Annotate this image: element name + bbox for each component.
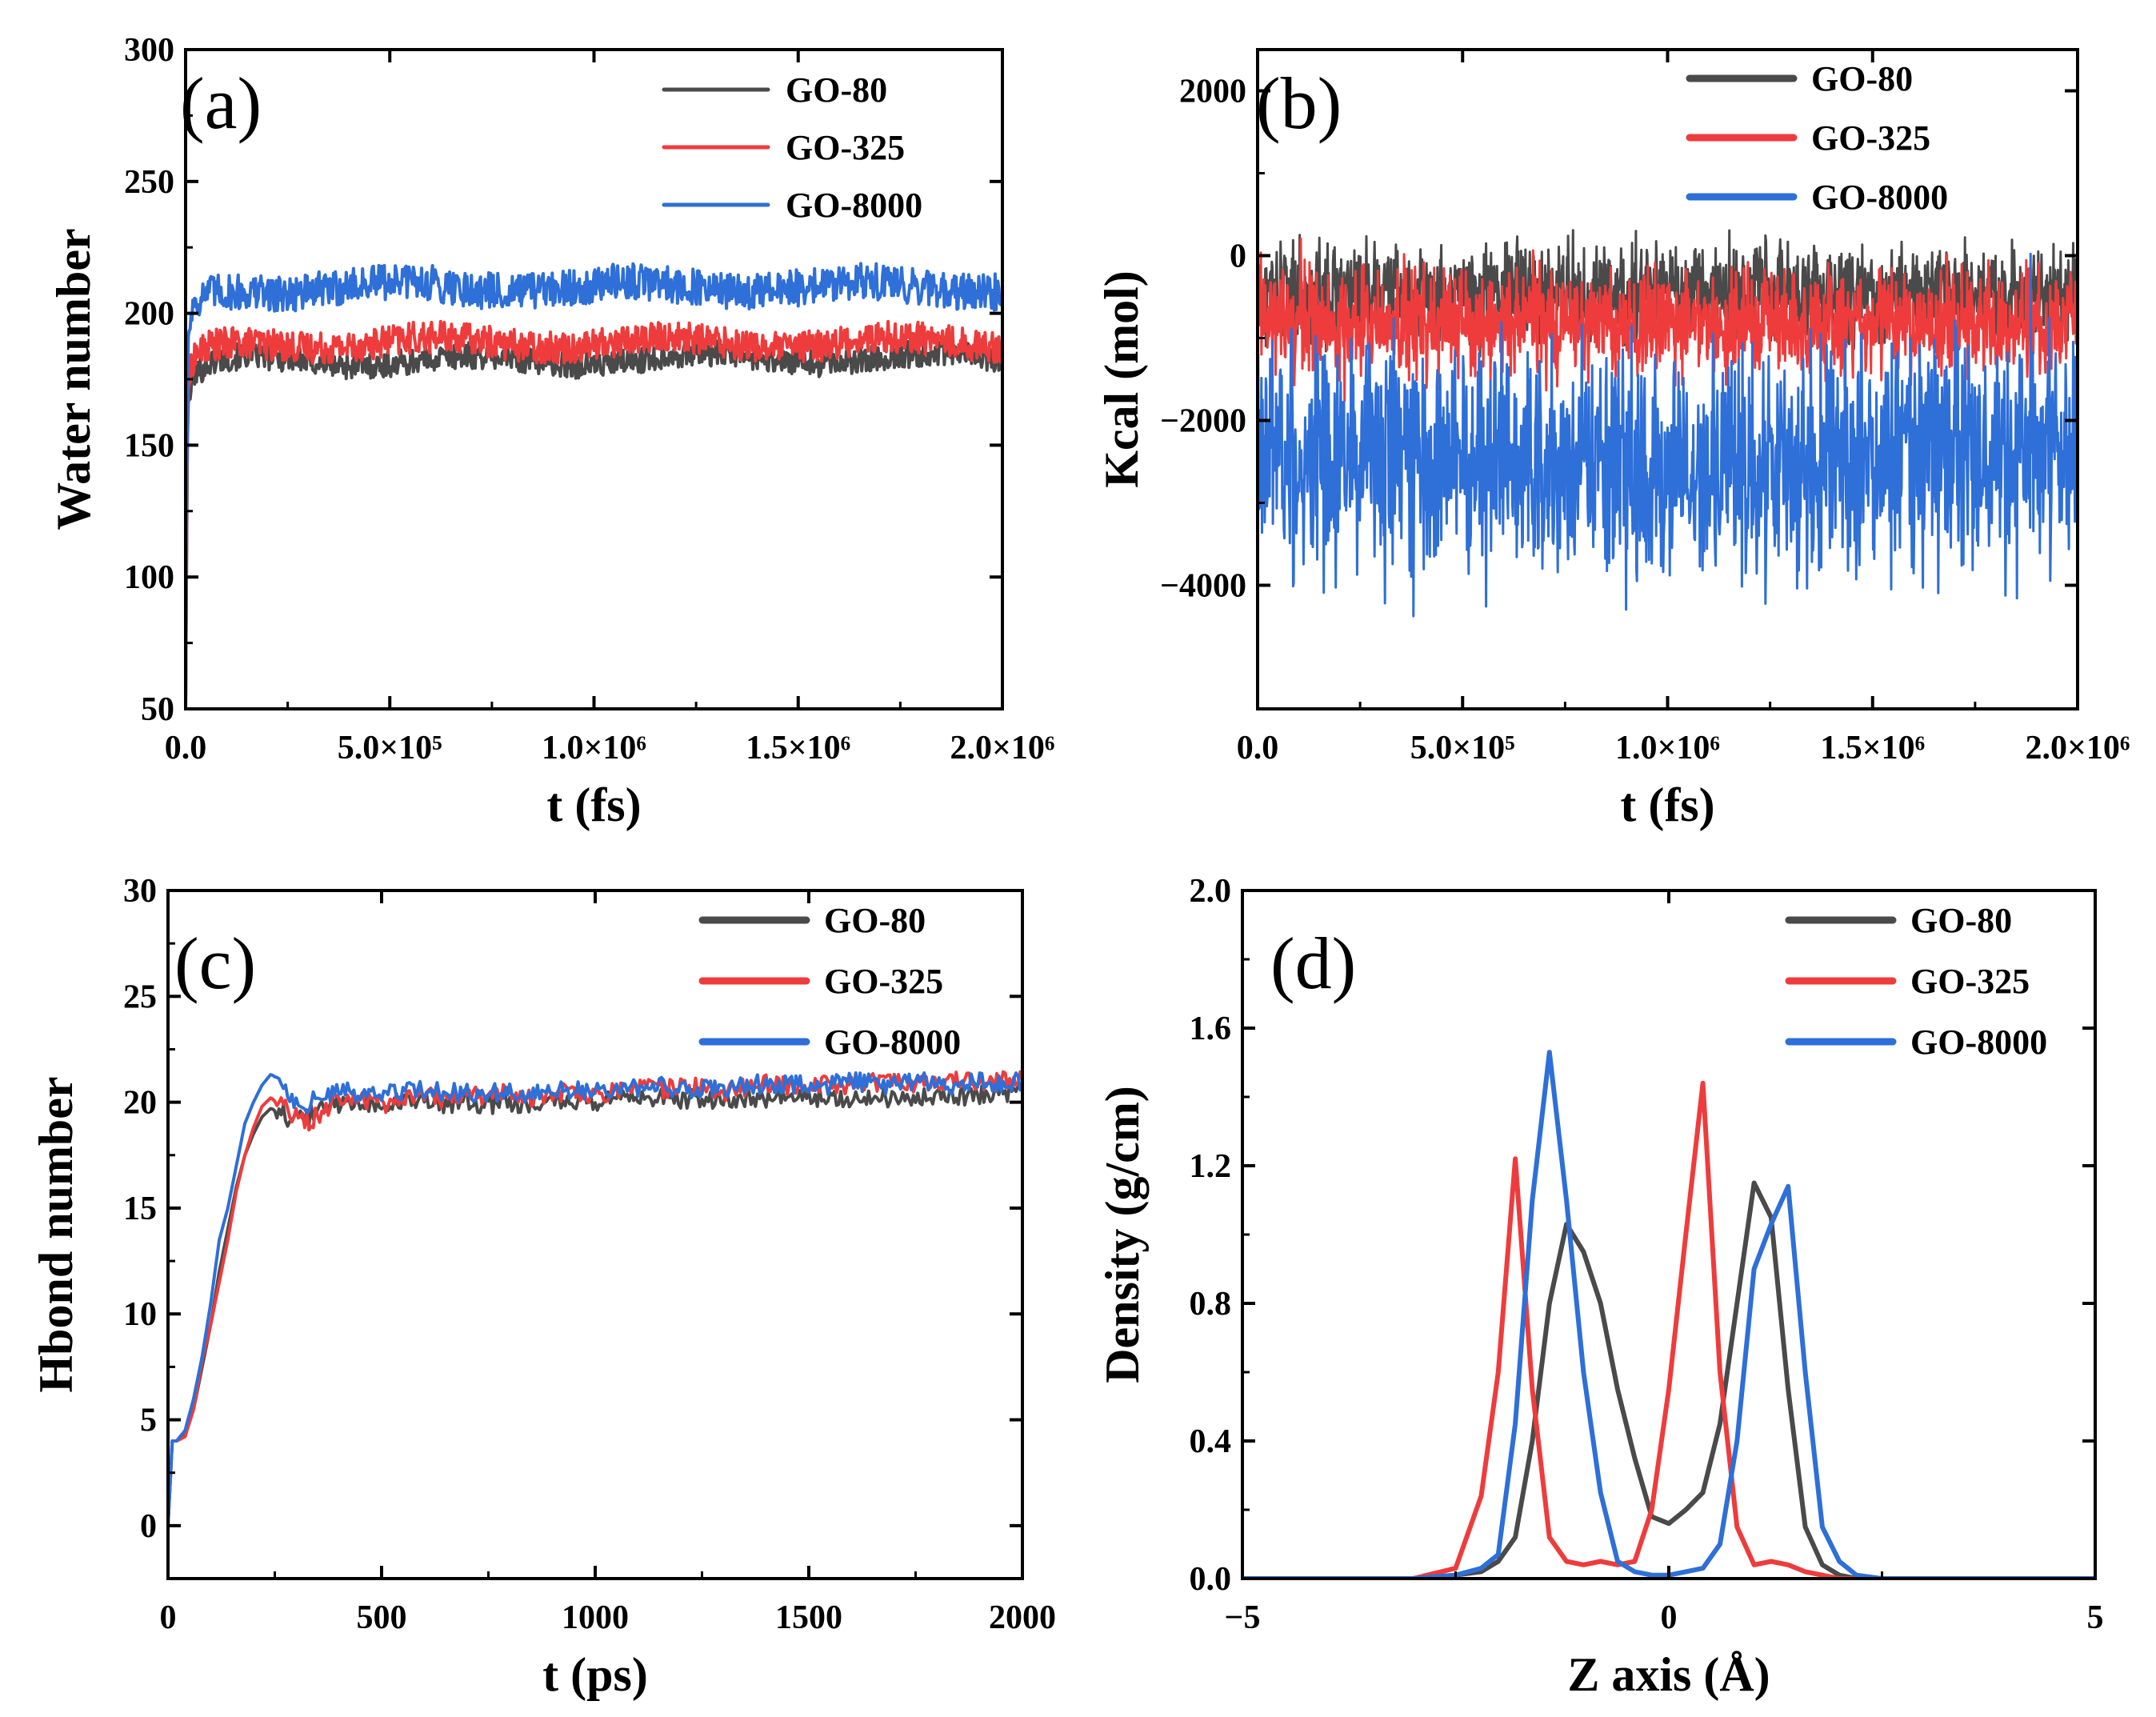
panel-label: (c) <box>174 923 256 1004</box>
x-tick-label: 1.0×10⁶ <box>542 730 646 766</box>
y-tick-label: −2000 <box>1160 403 1246 440</box>
y-tick-label: 5 <box>140 1403 157 1439</box>
x-tick-label: 1500 <box>775 1599 842 1636</box>
x-axis-label: t (ps) <box>542 1648 648 1701</box>
y-tick-label: −4000 <box>1160 568 1246 605</box>
y-tick-label: 25 <box>123 979 157 1015</box>
x-tick-label: 1.5×10⁶ <box>746 730 850 766</box>
panel-label: (b) <box>1256 62 1342 144</box>
y-tick-label: 20 <box>123 1085 157 1122</box>
y-tick-label: 0 <box>1230 238 1246 275</box>
x-tick-label: 2.0×10⁶ <box>2025 730 2130 766</box>
legend-label: GO-8000 <box>1910 1023 2047 1062</box>
series-line-go-325 <box>186 319 1002 709</box>
x-tick-label: 500 <box>357 1599 407 1636</box>
y-tick-label: 0.8 <box>1190 1286 1232 1323</box>
x-tick-label: 2000 <box>989 1599 1056 1636</box>
y-axis-label: Hbond number <box>30 1076 82 1392</box>
legend-label: GO-80 <box>786 70 887 110</box>
plot-area <box>186 262 1002 709</box>
x-tick-label: 5.0×10⁵ <box>1410 730 1515 766</box>
series-line-go-325 <box>1242 1080 2095 1579</box>
panel-label: (d) <box>1270 923 1356 1004</box>
legend-label: GO-325 <box>786 128 905 167</box>
legend-label: GO-8000 <box>786 186 922 225</box>
legend-label: GO-80 <box>1910 901 2012 940</box>
legend: GO-80 GO-325 GO-8000 <box>662 70 922 225</box>
y-tick-label: 50 <box>141 691 174 728</box>
y-tick-label: 300 <box>124 32 174 69</box>
y-tick-label: 0.0 <box>1190 1561 1232 1598</box>
chart-panel-2: 0.0 5.0×10⁵ 1.0×10⁶ 1.5×10⁶ 2.0×10⁶ −4000 −200… <box>1095 48 2130 831</box>
x-tick-label: 0 <box>1661 1599 1678 1636</box>
y-axis-label: Kcal (mol) <box>1095 270 1148 488</box>
y-tick-label: 2000 <box>1179 74 1246 110</box>
legend: GO-80 GO-325 GO-8000 <box>1785 901 2047 1062</box>
legend: GO-80 GO-325 GO-8000 <box>1686 59 1948 217</box>
plot-area <box>168 1070 1022 1526</box>
x-tick-label: 0 <box>160 1599 177 1636</box>
y-axis-label: Density (g/cm) <box>1096 1086 1149 1383</box>
y-tick-label: 150 <box>124 427 174 464</box>
y-tick-label: 100 <box>124 559 174 596</box>
legend-label: GO-8000 <box>1811 178 1948 217</box>
series-line-go-8000 <box>168 1071 1022 1526</box>
y-tick-label: 15 <box>123 1191 157 1227</box>
legend-label: GO-325 <box>1910 962 2030 1001</box>
x-tick-label: −5 <box>1225 1599 1261 1636</box>
x-tick-label: 5.0×10⁵ <box>338 730 442 766</box>
chart-panel-1: 0.0 5.0×10⁵ 1.0×10⁶ 1.5×10⁶ 2.0×10⁶ 50 100 150 2… <box>47 32 1055 831</box>
chart-panel-4: −5 0 5 0.0 0.4 0.8 1.2 1.6 2.0 Z axis (Å) Density … <box>1096 873 2104 1701</box>
y-tick-label: 30 <box>123 873 157 910</box>
y-tick-label: 10 <box>123 1296 157 1333</box>
legend: GO-80 GO-325 GO-8000 <box>698 901 961 1062</box>
plot-area <box>1258 229 2078 618</box>
y-tick-label: 200 <box>124 296 174 333</box>
legend-label: GO-8000 <box>824 1023 961 1062</box>
x-tick-label: 1.5×10⁶ <box>1820 730 1925 766</box>
y-tick-label: 2.0 <box>1190 873 1232 910</box>
x-axis-label: Z axis (Å) <box>1567 1648 1770 1701</box>
legend-label: GO-80 <box>824 901 926 940</box>
x-axis-label: t (fs) <box>546 778 641 831</box>
x-tick-label: 1000 <box>562 1599 629 1636</box>
y-tick-label: 0.4 <box>1190 1423 1232 1460</box>
x-tick-label: 0.0 <box>165 730 207 766</box>
legend-label: GO-80 <box>1811 59 1913 98</box>
series-line-go-8000 <box>186 262 1002 709</box>
chart-panel-3: 0 500 1000 1500 2000 0 5 10 15 20 25 30 t (ps) Hbond … <box>30 873 1056 1701</box>
y-tick-label: 250 <box>124 164 174 201</box>
x-axis-label: t (fs) <box>1620 778 1714 831</box>
y-axis-label: Water number <box>47 228 100 530</box>
legend-label: GO-325 <box>1811 118 1930 158</box>
x-tick-label: 5 <box>2087 1599 2104 1636</box>
x-tick-label: 0.0 <box>1237 730 1279 766</box>
panel-label: (a) <box>180 62 262 144</box>
x-tick-label: 1.0×10⁶ <box>1615 730 1720 766</box>
y-tick-label: 1.6 <box>1190 1011 1232 1047</box>
legend-label: GO-325 <box>824 962 943 1001</box>
y-tick-label: 1.2 <box>1190 1148 1232 1185</box>
series-line-go-8000 <box>1258 252 2078 618</box>
series-line-go-80 <box>1242 1180 2095 1579</box>
x-tick-label: 2.0×10⁶ <box>950 730 1054 766</box>
y-tick-label: 0 <box>140 1508 157 1545</box>
